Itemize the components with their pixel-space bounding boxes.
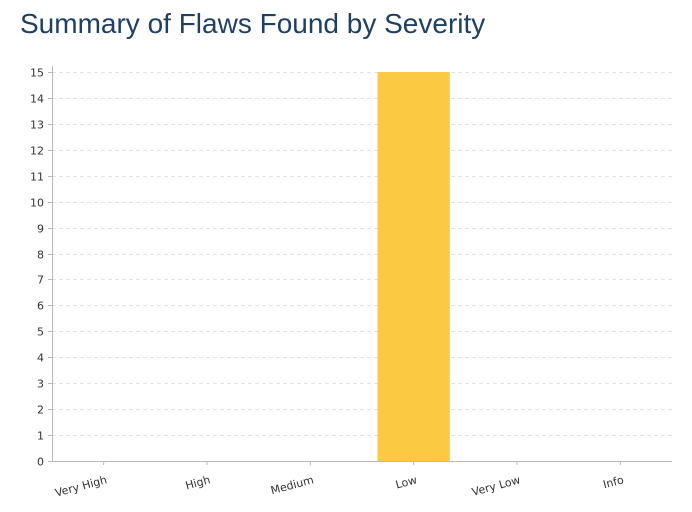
y-tick-label: 15 [30,67,44,80]
x-tick-label: Info [602,473,626,491]
bars [377,72,450,461]
gridlines [52,72,672,436]
y-tick-label: 11 [30,171,44,184]
x-tick-label: Low [394,473,418,491]
y-tick-label: 3 [37,378,44,391]
y-tick-label: 14 [30,93,44,106]
x-tick-label: Medium [269,473,315,497]
y-tick-label: 6 [37,300,44,313]
chart-title: Summary of Flaws Found by Severity [20,8,486,39]
x-tick-label: High [184,473,212,492]
y-tick-label: 12 [30,145,44,158]
y-tick-label: 13 [30,119,44,132]
x-tick-label: Very Low [470,473,521,498]
y-tick-label: 0 [37,456,44,469]
y-tick-label: 7 [37,274,44,287]
y-tick-label: 9 [37,223,44,236]
x-tick-label: Very High [54,473,109,499]
y-tick-label: 4 [37,352,44,365]
y-tick-label: 2 [37,404,44,417]
axes [52,66,672,462]
y-tick-label: 5 [37,326,44,339]
bar-low [377,72,450,461]
y-tick-label: 8 [37,249,44,262]
y-tick-label: 1 [37,430,44,443]
x-axis-ticks: Very High High Medium Low Very Low Info [54,461,626,500]
y-tick-label: 10 [30,197,44,210]
